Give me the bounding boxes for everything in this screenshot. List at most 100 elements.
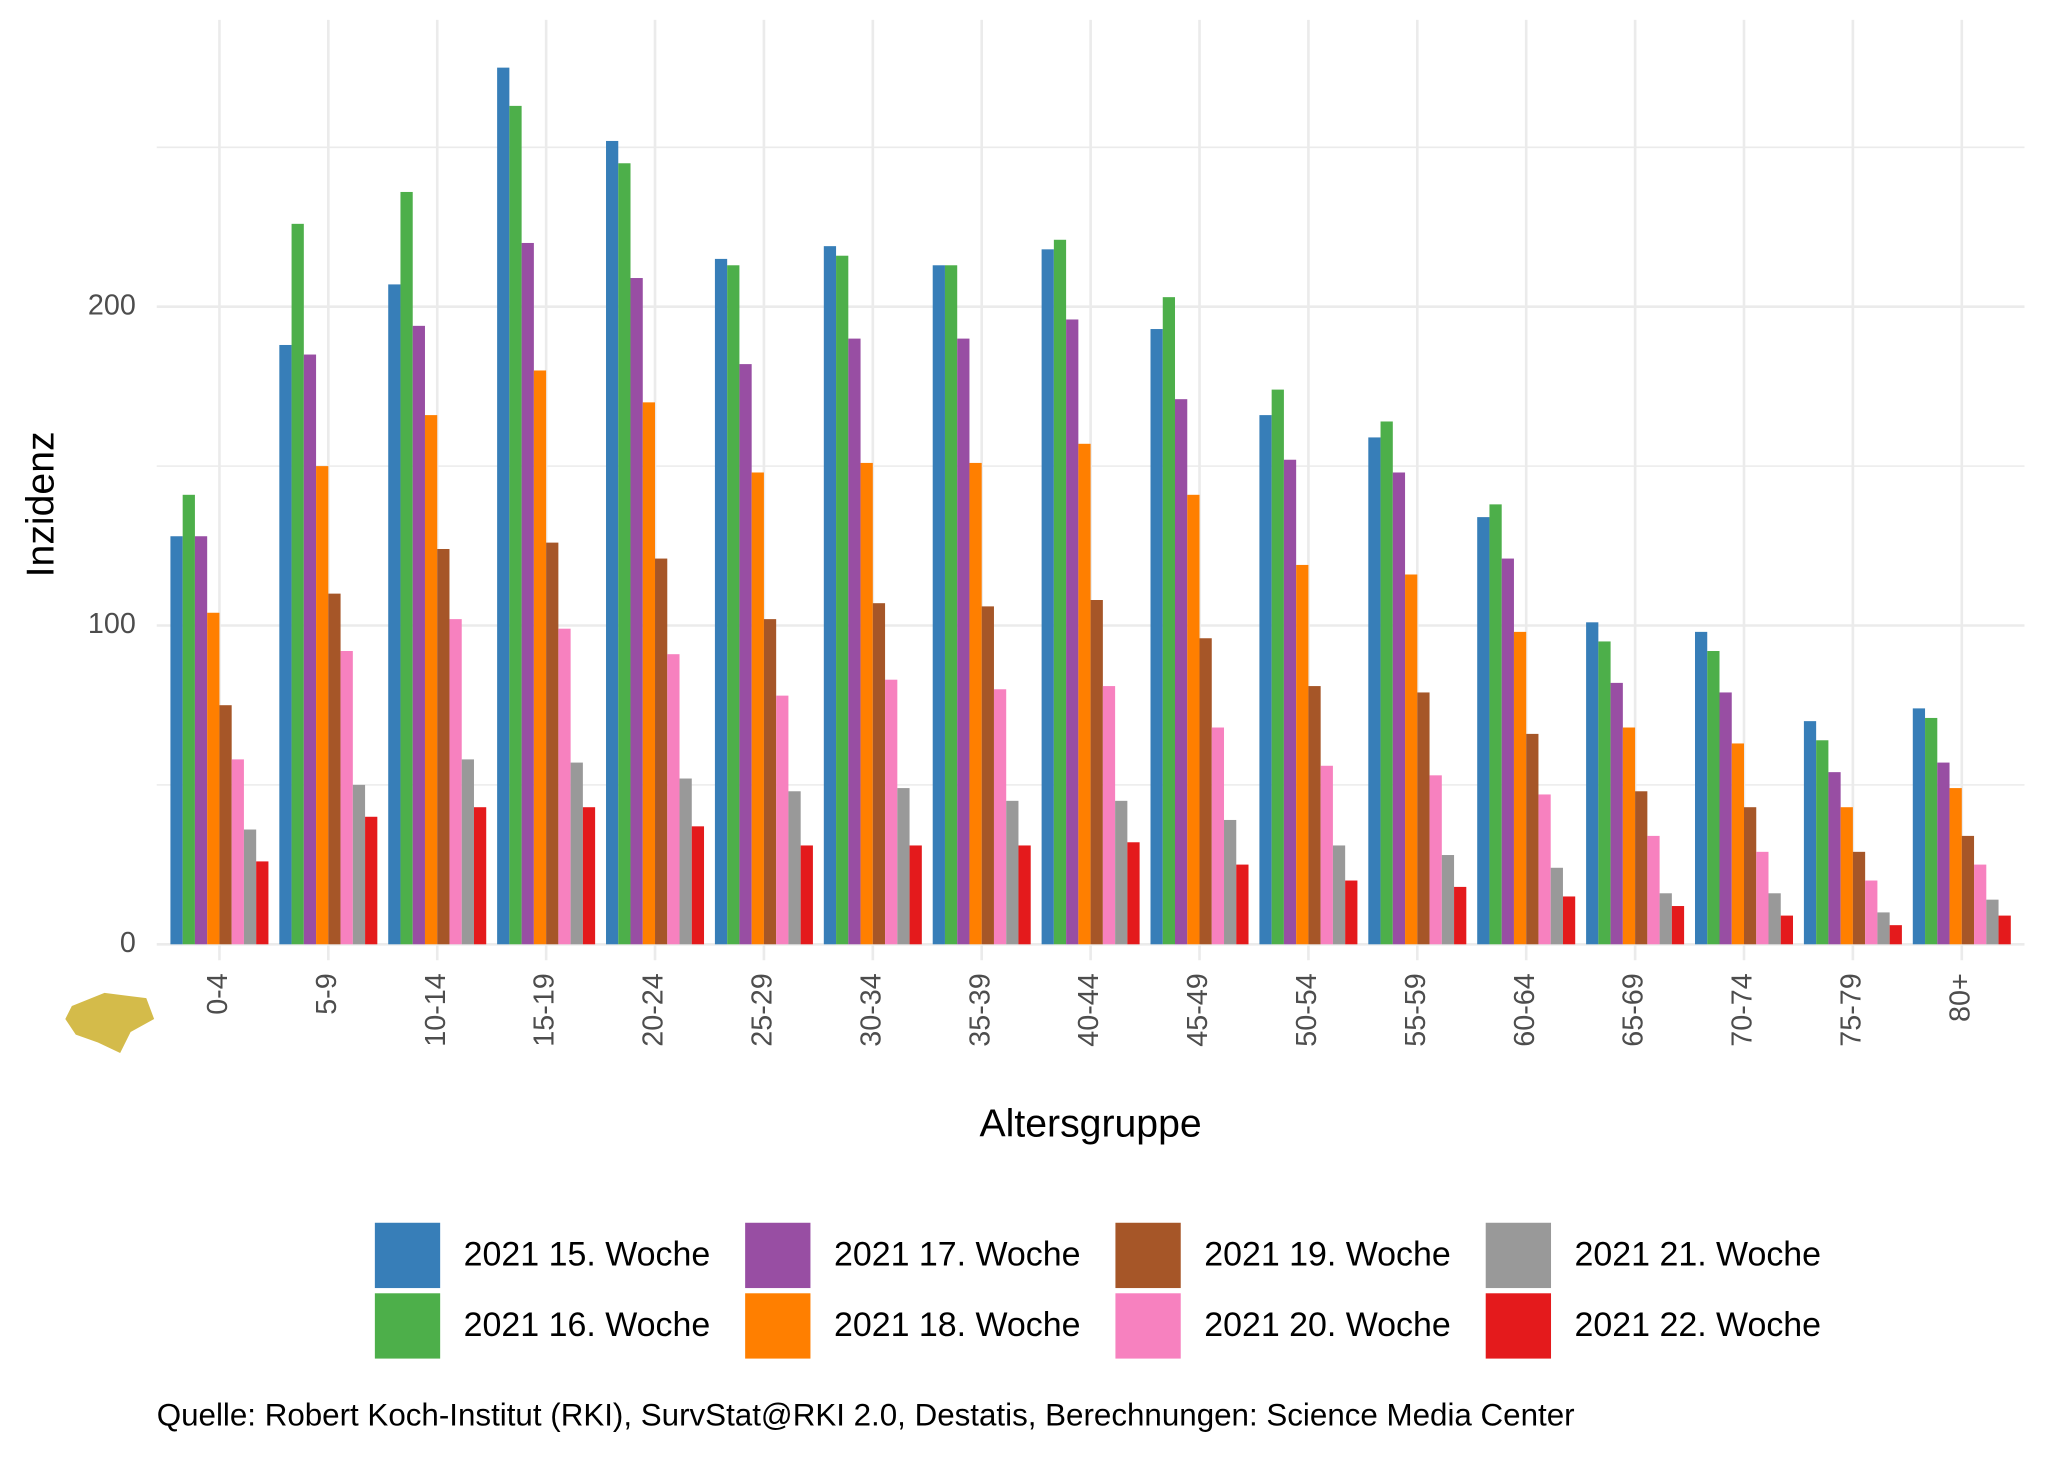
legend-swatch	[374, 1293, 441, 1359]
bar	[714, 258, 728, 945]
bar	[533, 370, 547, 945]
bar	[1768, 893, 1781, 945]
bar	[1392, 472, 1406, 945]
caption: Quelle: Robert Koch-Institut (RKI), Surv…	[157, 1398, 1575, 1433]
bar	[836, 255, 849, 945]
bar	[291, 223, 304, 945]
bar	[848, 338, 861, 945]
x-tick-label: 80+	[1944, 973, 1976, 1022]
bar	[1852, 851, 1866, 945]
x-tick-label: 45-49	[1182, 973, 1214, 1046]
legend-swatch	[1485, 1222, 1552, 1289]
bar	[1937, 762, 1950, 945]
bar	[1865, 880, 1878, 945]
bar	[1647, 835, 1660, 945]
x-tick-label: 30-34	[855, 973, 887, 1046]
y-tick-label: 100	[88, 608, 136, 640]
bar	[1175, 399, 1188, 945]
bar	[1586, 622, 1599, 945]
bar	[1803, 721, 1817, 945]
bar	[570, 762, 583, 945]
bar	[1320, 765, 1333, 945]
bar	[546, 542, 559, 945]
y-tick-label: 200	[88, 289, 136, 321]
bar	[256, 861, 269, 945]
bar	[763, 619, 777, 945]
bar	[328, 593, 341, 945]
bar	[1707, 651, 1720, 945]
bar	[1296, 564, 1309, 945]
bar	[957, 338, 970, 945]
bar	[424, 415, 438, 945]
bar	[618, 163, 631, 945]
bar	[509, 105, 522, 945]
bar	[400, 191, 413, 945]
y-axis-title: Inzidenz	[19, 431, 62, 577]
x-tick-label: 25-29	[747, 973, 779, 1046]
bar	[691, 826, 705, 945]
bar	[823, 246, 837, 945]
x-tick-label: 70-74	[1727, 973, 1759, 1046]
x-tick-label: 75-79	[1835, 973, 1867, 1046]
bar	[1998, 915, 2011, 945]
bar	[1308, 686, 1321, 945]
bar	[1053, 239, 1067, 945]
bar	[1949, 788, 1962, 945]
bar	[1598, 641, 1611, 945]
bar	[1550, 867, 1563, 945]
bar	[1974, 864, 1987, 945]
x-axis-title: Altersgruppe	[980, 1102, 1202, 1145]
bar	[1345, 880, 1358, 945]
bar	[1889, 925, 1902, 945]
bar	[1332, 845, 1346, 945]
bar	[800, 845, 813, 945]
bar	[1501, 558, 1514, 945]
bar	[642, 402, 656, 945]
bar	[727, 265, 740, 945]
bar	[655, 558, 668, 945]
bar	[1066, 319, 1079, 945]
bar	[1877, 912, 1890, 945]
bar	[1610, 682, 1623, 945]
x-tick-label: 15-19	[529, 973, 561, 1046]
bar	[1840, 807, 1853, 945]
bar	[944, 265, 958, 945]
bar	[1828, 772, 1841, 945]
legend: 2021 15. Woche 2021 16. Woche 2021 17. Woc…	[374, 1222, 1821, 1359]
bar	[630, 278, 643, 945]
legend-swatch	[745, 1222, 811, 1289]
legend-swatch	[1485, 1293, 1552, 1359]
bar	[1211, 727, 1225, 945]
bar	[461, 759, 474, 945]
bar	[1694, 631, 1708, 945]
bar	[1283, 459, 1297, 945]
bar	[1102, 686, 1116, 945]
bar	[1187, 494, 1200, 945]
bar	[437, 548, 450, 945]
bar	[352, 784, 366, 945]
bar	[1961, 835, 1975, 945]
bar	[606, 140, 619, 945]
legend-label: 2021 18. Woche	[834, 1306, 1081, 1344]
bar	[751, 472, 764, 945]
bar	[1162, 297, 1176, 945]
bar	[1417, 692, 1430, 945]
bar	[1006, 800, 1019, 945]
bar	[207, 612, 220, 945]
legend-label: 2021 16. Woche	[464, 1306, 711, 1344]
bar	[1562, 896, 1576, 945]
bar	[1429, 775, 1442, 945]
bar	[1513, 631, 1527, 945]
bar	[1078, 443, 1091, 945]
bar	[909, 845, 922, 945]
bar	[1816, 740, 1829, 945]
legend-label: 2021 20. Woche	[1204, 1306, 1451, 1344]
bar	[1454, 886, 1467, 945]
bar	[1538, 794, 1551, 945]
bar	[776, 695, 789, 945]
bar	[679, 778, 692, 945]
legend-label: 2021 19. Woche	[1204, 1236, 1451, 1274]
bar	[182, 494, 195, 945]
bar	[1659, 893, 1672, 945]
